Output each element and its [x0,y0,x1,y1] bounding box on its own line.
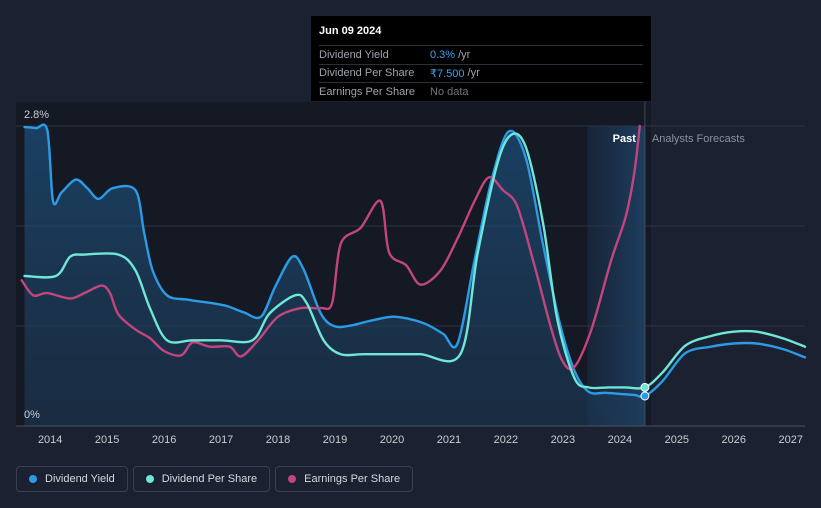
x-tick-label: 2023 [551,434,575,446]
x-tick-label: 2016 [152,434,176,446]
x-tick-label: 2024 [608,434,632,446]
forecast-band [587,126,645,426]
tooltip-label: Earnings Per Share [319,85,415,98]
x-tick-label: 2021 [437,434,461,446]
tooltip: Jun 09 2024 Dividend Yield 0.3% /yr Divi… [311,16,651,101]
x-tick-label: 2015 [95,434,119,446]
series-line-earnings-per-share [20,124,641,371]
tooltip-date: Jun 09 2024 [319,24,382,37]
tooltip-value: ₹7.500 [430,67,465,80]
legend-label: Dividend Per Share [161,473,258,485]
series-lines [20,123,807,399]
legend-item-earnings-per-share[interactable]: Earnings Per Share [275,466,414,492]
legend-item-dividend-per-share[interactable]: Dividend Per Share [132,466,271,492]
tooltip-unit: /yr [458,48,471,61]
y-tick-label: 0% [24,409,40,421]
x-tick-label: 2019 [323,434,347,446]
tooltip-value: 0.3% [430,48,456,61]
x-tick-label: 2022 [494,434,518,446]
dividend-yield-dot-icon [29,475,37,483]
tooltip-row-dividend-yield: Dividend Yield 0.3% /yr [319,45,643,64]
x-tick-label: 2025 [665,434,689,446]
tooltip-row-dividend-per-share: Dividend Per Share ₹7.500 /yr [319,63,643,83]
highlight-marker-dividend-per-share [640,382,650,392]
tooltip-row-earnings-per-share: Earnings Per Share No data [319,82,643,101]
series-line-dividend-yield [23,123,807,399]
earnings-per-share-dot-icon [288,475,297,483]
tooltip-label: Dividend Yield [319,48,389,61]
highlight-markers [640,382,650,401]
x-tick-label: 2017 [209,434,233,446]
x-tick-label: 2018 [266,434,290,446]
tooltip-value: No data [430,85,469,98]
legend: Dividend Yield Dividend Per Share Earnin… [16,466,414,492]
x-tick-label: 2020 [380,434,404,446]
axes: 2014 2015 2016 2017 2018 2019 2020 2021 2022 2023… [16,109,805,446]
legend-item-dividend-yield[interactable]: Dividend Yield [16,466,128,492]
x-tick-label: 2026 [722,434,746,446]
series-line-dividend-per-share [23,132,807,390]
past-label: Past [613,133,637,145]
x-tick-label: 2014 [38,434,62,446]
tooltip-label: Dividend Per Share [319,67,415,80]
forecast-label: Analysts Forecasts [652,133,745,145]
dividend-per-share-dot-icon [145,475,154,483]
y-tick-label: 2.8% [24,109,49,121]
legend-label: Dividend Yield [45,473,115,485]
highlight-marker-dividend-yield [640,391,650,401]
x-tick-label: 2027 [779,434,803,446]
tooltip-unit: /yr [467,67,480,80]
legend-label: Earnings Per Share [304,473,401,485]
